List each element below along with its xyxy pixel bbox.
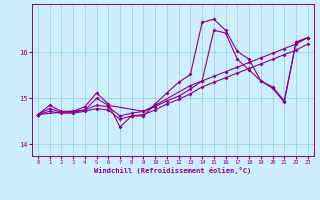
X-axis label: Windchill (Refroidissement éolien,°C): Windchill (Refroidissement éolien,°C)	[94, 167, 252, 174]
